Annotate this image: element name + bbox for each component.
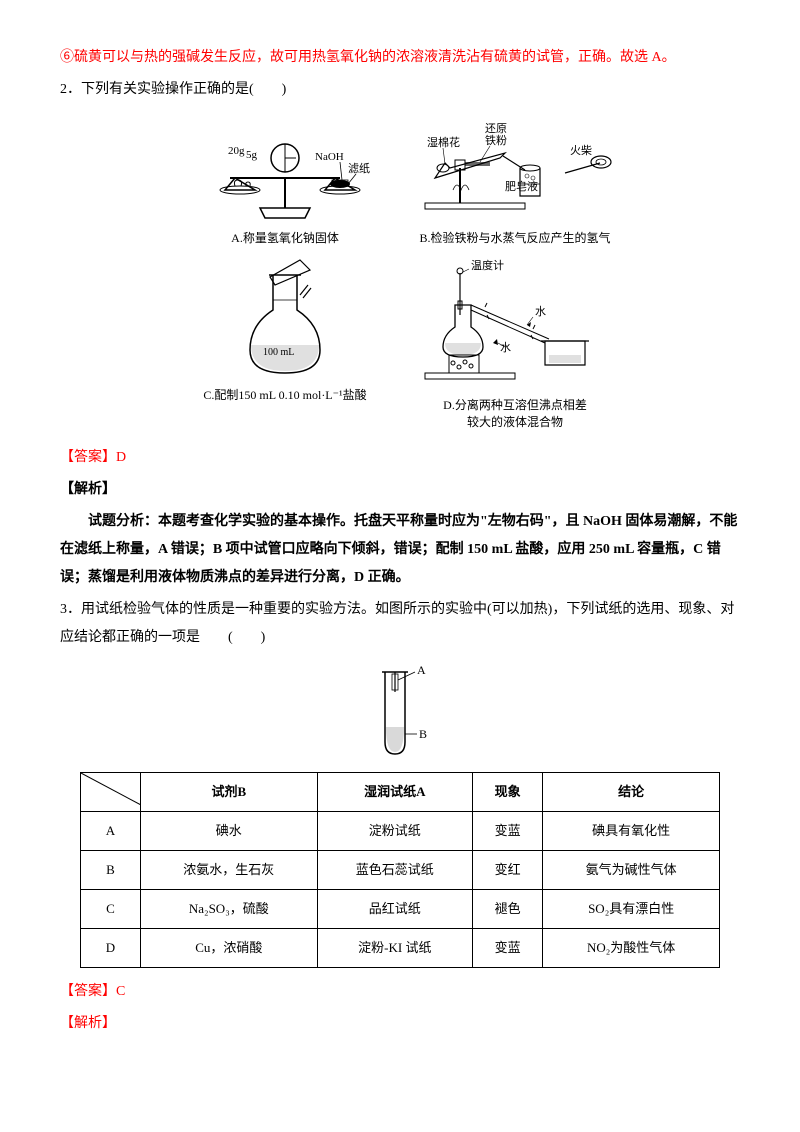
q3-answer: C	[116, 984, 125, 999]
answer-label: 【答案】	[60, 450, 116, 465]
cell: Cu，浓硝酸	[141, 929, 318, 968]
svg-text:滤纸: 滤纸	[348, 162, 370, 175]
cell: Na₂SO₃，硫酸	[141, 890, 318, 929]
col-phenomenon: 现象	[473, 773, 543, 812]
iron-steam-icon: 湿棉花 还原 铁粉 肥皂液 火柴	[405, 118, 625, 228]
table-corner	[81, 773, 141, 812]
cell: 浓氨水，生石灰	[141, 851, 318, 890]
svg-text:NaOH: NaOH	[315, 151, 344, 163]
table-row: A 碘水 淀粉试纸 变蓝 碘具有氧化性	[81, 812, 720, 851]
q2-analysis-label: 【解析】	[60, 476, 740, 504]
diagram-a: 20g 5g NaOH 滤纸 A.称量氢氧化钠固体	[170, 114, 400, 251]
row-key: C	[81, 890, 141, 929]
cell: 变红	[473, 851, 543, 890]
test-tube-icon: A B	[355, 662, 445, 762]
table-row: D Cu，浓硝酸 淀粉-KI 试纸 变蓝 NO₂为酸性气体	[81, 929, 720, 968]
svg-text:水: 水	[535, 305, 546, 318]
svg-text:5g: 5g	[246, 149, 258, 161]
distillation-icon: 温度计 水 水	[405, 255, 625, 395]
row-key: B	[81, 851, 141, 890]
col-conclusion: 结论	[543, 773, 720, 812]
cell: NO₂为酸性气体	[543, 929, 720, 968]
q2-diagrams: 20g 5g NaOH 滤纸 A.称量氢氧化钠固体	[170, 114, 630, 434]
diagram-c: 100 mL C.配制150 mL 0.10 mol·L⁻¹盐酸	[170, 251, 400, 435]
row-key: D	[81, 929, 141, 968]
table-row: C Na₂SO₃，硫酸 品红试纸 褪色 SO₂具有漂白性	[81, 890, 720, 929]
cell: 变蓝	[473, 929, 543, 968]
cell: 氨气为碱性气体	[543, 851, 720, 890]
q3-table: 试剂B 湿润试纸A 现象 结论 A 碘水 淀粉试纸 变蓝 碘具有氧化性 B 浓氨…	[80, 772, 720, 968]
col-paper: 湿润试纸A	[317, 773, 472, 812]
cell: 变蓝	[473, 812, 543, 851]
diagram-c-caption: C.配制150 mL 0.10 mol·L⁻¹盐酸	[203, 387, 366, 404]
svg-text:肥皂液: 肥皂液	[505, 179, 538, 193]
table-header-row: 试剂B 湿润试纸A 现象 结论	[81, 773, 720, 812]
cell: 淀粉-KI 试纸	[317, 929, 472, 968]
cell: 蓝色石蕊试纸	[317, 851, 472, 890]
row-key: A	[81, 812, 141, 851]
q2-answer-line: 【答案】D	[60, 444, 740, 472]
svg-text:20g: 20g	[228, 145, 245, 157]
cell: 品红试纸	[317, 890, 472, 929]
q3-stem: 3．用试纸检验气体的性质是一种重要的实验方法。如图所示的实验中(可以加热)，下列…	[60, 596, 740, 652]
intro-paragraph: ⑥硫黄可以与热的强碱发生反应，故可用热氢氧化钠的浓溶液清洗沾有硫黄的试管，正确。…	[60, 44, 740, 72]
q2-stem: 2．下列有关实验操作正确的是( )	[60, 76, 740, 104]
cell: SO₂具有漂白性	[543, 890, 720, 929]
q3-diagram: A B	[60, 662, 740, 762]
q2-analysis: 试题分析：本题考查化学实验的基本操作。托盘天平称量时应为"左物右码"，且 NaO…	[60, 508, 740, 592]
diagram-d: 温度计 水 水 D.分离两种互溶但沸点相差 较大的液体混合物	[400, 251, 630, 435]
q2-answer: D	[116, 450, 126, 465]
svg-text:100 mL: 100 mL	[263, 347, 294, 358]
svg-text:温度计: 温度计	[471, 258, 504, 272]
svg-text:B: B	[419, 727, 427, 741]
table-row: B 浓氨水，生石灰 蓝色石蕊试纸 变红 氨气为碱性气体	[81, 851, 720, 890]
volumetric-flask-icon: 100 mL	[205, 255, 365, 385]
balance-icon: 20g 5g NaOH 滤纸	[190, 118, 380, 228]
cell: 淀粉试纸	[317, 812, 472, 851]
q3-answer-line: 【答案】C	[60, 978, 740, 1006]
svg-text:水: 水	[500, 341, 511, 354]
svg-text:铁粉: 铁粉	[485, 134, 507, 147]
cell: 碘具有氧化性	[543, 812, 720, 851]
svg-text:湿棉花: 湿棉花	[427, 135, 460, 149]
diagram-b: 湿棉花 还原 铁粉 肥皂液 火柴 B.检验铁粉与水蒸气反应产生的氢气	[400, 114, 630, 251]
col-reagent: 试剂B	[141, 773, 318, 812]
cell: 褪色	[473, 890, 543, 929]
svg-text:火柴: 火柴	[570, 143, 592, 157]
answer-label: 【答案】	[60, 984, 116, 999]
svg-text:A: A	[417, 663, 426, 677]
q3-analysis-label: 【解析】	[60, 1010, 740, 1038]
diagram-b-caption: B.检验铁粉与水蒸气反应产生的氢气	[419, 230, 610, 247]
diagram-d-caption: D.分离两种互溶但沸点相差 较大的液体混合物	[443, 397, 587, 431]
svg-text:还原: 还原	[485, 122, 507, 135]
cell: 碘水	[141, 812, 318, 851]
diagram-a-caption: A.称量氢氧化钠固体	[231, 230, 339, 247]
